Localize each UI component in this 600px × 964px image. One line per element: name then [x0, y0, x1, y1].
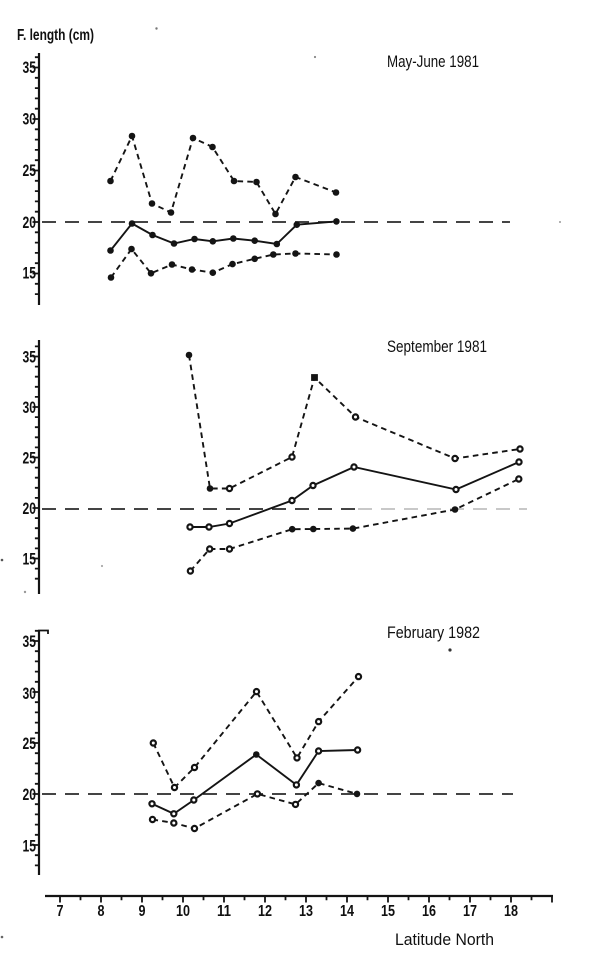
svg-text:February 1982: February 1982 [387, 624, 480, 642]
svg-text:16: 16 [422, 903, 436, 920]
svg-text:8: 8 [98, 903, 105, 920]
svg-text:18: 18 [504, 903, 518, 920]
svg-text:25: 25 [23, 161, 37, 180]
svg-text:15: 15 [23, 837, 37, 856]
svg-text:20: 20 [23, 785, 37, 804]
svg-text:20: 20 [23, 213, 37, 232]
svg-text:13: 13 [299, 903, 313, 920]
svg-text:25: 25 [23, 449, 37, 468]
svg-text:11: 11 [217, 903, 231, 920]
svg-text:20: 20 [23, 499, 37, 518]
svg-text:F. length (cm): F. length (cm) [17, 27, 94, 44]
svg-text:14: 14 [340, 903, 354, 920]
svg-text:9: 9 [139, 903, 146, 920]
svg-text:30: 30 [23, 684, 37, 703]
svg-text:May-June 1981: May-June 1981 [387, 53, 479, 71]
svg-text:25: 25 [23, 734, 37, 753]
svg-text:Latitude North: Latitude North [395, 931, 494, 949]
svg-text:15: 15 [381, 903, 395, 920]
svg-text:15: 15 [23, 550, 37, 569]
svg-text:September 1981: September 1981 [387, 338, 487, 356]
svg-text:15: 15 [23, 264, 37, 283]
svg-text:10: 10 [176, 903, 190, 920]
svg-text:30: 30 [23, 398, 37, 417]
svg-text:35: 35 [23, 348, 37, 367]
svg-text:35: 35 [23, 58, 37, 77]
svg-text:17: 17 [463, 903, 477, 920]
svg-text:12: 12 [258, 903, 272, 920]
svg-text:30: 30 [23, 110, 37, 129]
svg-text:7: 7 [57, 903, 64, 920]
svg-text:35: 35 [23, 632, 37, 651]
